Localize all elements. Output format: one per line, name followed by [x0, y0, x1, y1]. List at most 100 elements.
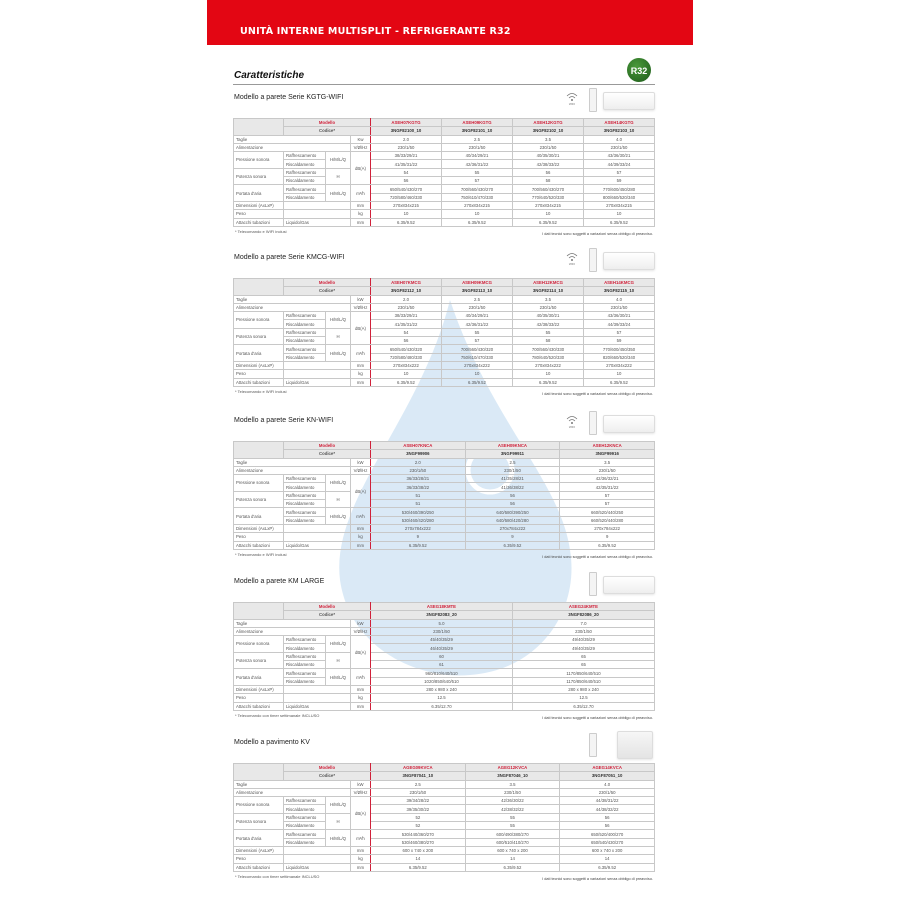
- attacchi-value: 6.35/9.52: [441, 217, 513, 227]
- remote-control-image: [589, 248, 597, 272]
- taglie-value: 2.5: [370, 779, 466, 789]
- taglie-value: 2.5: [441, 134, 513, 144]
- pressione-risc-value: 41/35/31/22: [370, 159, 442, 169]
- mode-label: Riscaldamento: [283, 192, 326, 202]
- dimensioni-label: Dimensioni (AxLxP): [233, 200, 284, 211]
- alimentazione-label: Alimentazione: [233, 142, 351, 153]
- table-row: Taglie Kw 2.0 2.5 3.5 4.0: [233, 134, 655, 144]
- dimensioni-value: 270x784x222: [370, 523, 466, 534]
- portata-label: Portata d'aria: [233, 507, 284, 525]
- portata-risc-value: 750/610/470/330: [441, 352, 513, 362]
- portata-raff-value: 660/520/440/250: [559, 507, 655, 517]
- portata-risc-value: 720/580/460/330: [370, 192, 442, 202]
- table-row: Alimentazione V/Ø/Hz 230/1/50 230/1/50: [233, 626, 655, 637]
- mode-label: Riscaldamento: [283, 643, 326, 653]
- table-row: Potenza sonora Raffrescamento H 54 55 56 57: [233, 167, 655, 186]
- unit-cell: mm: [350, 845, 371, 856]
- model-code: 3NGF82103_10: [583, 126, 655, 136]
- portata-risc-value: 530/460/420/280: [370, 515, 466, 525]
- dimensioni-value: 600 x 740 x 200: [464, 845, 561, 856]
- table-row: Peso kg 12.5 12.5: [233, 693, 655, 703]
- table-row: Alimentazione V/Ø/Hz 230/1/50 230/1/50 230/1…: [233, 302, 655, 313]
- potenza-raff-value: 57: [583, 327, 655, 338]
- potenza-risc-value: 56: [464, 499, 561, 509]
- model-name: ASEH07KMCG: [370, 277, 442, 288]
- dimensioni-label: Dimensioni (AxLxP): [233, 360, 284, 371]
- codice-header: Codice*: [283, 449, 371, 459]
- mode-label: Riscaldamento: [283, 482, 326, 492]
- speed-label: H/M/L/Q: [325, 311, 351, 329]
- product-images: [565, 731, 655, 759]
- speed-label: H: [325, 812, 351, 831]
- section-title: Modello a parete KM LARGE: [234, 578, 325, 585]
- taglie-value: 2.0: [370, 457, 466, 467]
- mode-label: Raffrescamento: [283, 796, 326, 806]
- attacchi-value: 6.35/9.52: [559, 862, 655, 872]
- pressione-raff-value: 41/35/28/21: [464, 474, 561, 484]
- speed-label: H/M/L/Q: [325, 474, 351, 492]
- speed-label: H/M/L/Q: [325, 507, 351, 525]
- pressione-risc-value: 49/40/35/29: [512, 643, 655, 653]
- table-row: Portata d'aria Raffrescamento H/M/L/Q m³/h 6…: [233, 184, 655, 202]
- portata-raff-value: 960/810/640/510: [370, 668, 513, 678]
- table-row: Codice* 3NGF82112_10 3NGF82113_10 3NGF82114…: [234, 286, 655, 296]
- mode-label: Raffrescamento: [283, 311, 326, 321]
- table-row: Potenza sonora Raffrescamento H 51 56 57: [233, 490, 655, 509]
- pressione-raff-value: 43/36/30/21: [583, 311, 655, 321]
- attacchi-value: 6.35/9.52: [583, 377, 655, 387]
- empty-cell: [283, 523, 351, 534]
- codice-header: Codice*: [283, 126, 371, 136]
- empty-cell: [283, 360, 351, 371]
- model-code: 3NGF99911: [464, 449, 561, 459]
- unit-cell: mm: [350, 684, 371, 695]
- mode-label: Raffrescamento: [283, 151, 326, 161]
- table-row: Peso kg 14 14 14: [233, 854, 655, 864]
- potenza-risc-value: 61: [370, 660, 513, 670]
- table-row: Dimensioni (AxLxP) mm 270x784x222 270x784x2…: [233, 523, 655, 534]
- model-code: 3NGF82083_20: [370, 610, 513, 620]
- mode-label: Raffrescamento: [283, 829, 326, 839]
- portata-label: Portata d'aria: [233, 344, 284, 362]
- portata-risc-value: 650/540/430/270: [559, 837, 655, 847]
- mode-label: Riscaldamento: [283, 821, 326, 831]
- table-row: Riscaldamento 41/35/31/22 42/36/31/22 42/38…: [234, 159, 655, 169]
- attacchi-value: 6.35/12.70: [512, 701, 655, 711]
- model-name: ASEH12KGTG: [512, 117, 584, 128]
- model-code: 3NGF87051_10: [559, 771, 655, 781]
- potenza-raff-value: 56: [464, 490, 561, 501]
- table-row: Taglie kW 5.0 7.0: [233, 618, 655, 628]
- portata-risc-value: 600/510/410/270: [464, 837, 561, 847]
- peso-value: 10: [512, 209, 584, 219]
- section-title: Modello a parete Serie KGTG-WIFI: [234, 94, 344, 101]
- alimentazione-value: 230/1/50: [512, 302, 584, 313]
- table-row: Peso kg 10 10 10 10: [233, 369, 655, 379]
- portata-raff-value: 700/560/430/270: [441, 184, 513, 194]
- portata-raff-value: 700/560/430/270: [512, 184, 584, 194]
- model-name: ASEH09KGTG: [441, 117, 513, 128]
- table-row: Modello ASEH07KMCG ASEH09KMCG ASEH12KMCG ASE…: [233, 277, 655, 296]
- attacchi-value: 6.35/9.52: [464, 540, 561, 550]
- peso-value: 10: [370, 369, 442, 379]
- unit-cell: kg: [350, 532, 371, 542]
- pressione-risc-value: 42/38/33/22: [512, 319, 584, 329]
- empty-cell: [283, 200, 351, 211]
- unit-cell: mm: [350, 523, 371, 534]
- dimensioni-value: 270x834x222: [583, 360, 655, 371]
- mode-label: Raffrescamento: [283, 812, 326, 823]
- pressione-risc-value: 41/35/31/22: [370, 319, 442, 329]
- footnote: * Telecomando con timer settimanale INCL…: [235, 713, 320, 718]
- r32-badge: R32: [627, 58, 651, 82]
- peso-value: 10: [370, 209, 442, 219]
- svg-text:WIFI: WIFI: [569, 425, 575, 429]
- dimensioni-value: 600 x 740 x 200: [370, 845, 466, 856]
- mode-label: Raffrescamento: [283, 167, 326, 178]
- spec-table: Modello ASEH07KMCG ASEH09KMCG ASEH12KMCG ASE…: [233, 277, 655, 387]
- potenza-raff-value: 54: [370, 167, 442, 178]
- taglie-value: 3.5: [559, 457, 655, 467]
- portata-label: Portata d'aria: [233, 829, 284, 847]
- table-row: Portata d'aria Raffrescamento H/M/L/Q m³/h 6…: [233, 344, 655, 362]
- alimentazione-value: 230/1/50: [464, 787, 561, 798]
- unit-cell: kg: [350, 854, 371, 864]
- potenza-risc-value: 51: [370, 499, 466, 509]
- speed-label: H: [325, 490, 351, 509]
